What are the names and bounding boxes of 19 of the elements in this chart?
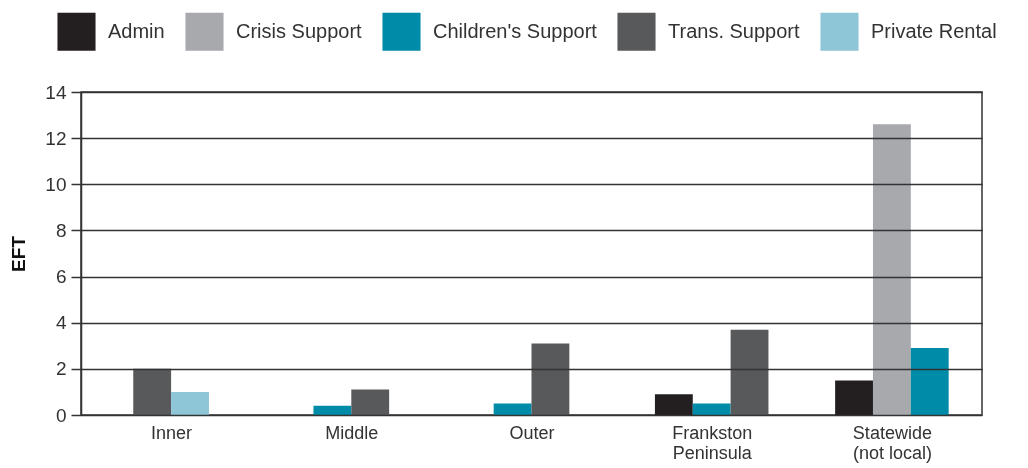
legend-label: Admin — [108, 19, 165, 42]
legend-label: Private Rental — [871, 19, 997, 42]
y-tick-label: 8 — [55, 219, 67, 241]
x-tick-label: Middle — [325, 422, 379, 443]
y-tick-label: 6 — [55, 266, 67, 288]
legend-label: Trans. Support — [668, 19, 800, 42]
y-tick-label: 4 — [55, 312, 67, 334]
y-tick-label: 12 — [45, 127, 67, 149]
legend-label: Crisis Support — [236, 19, 363, 42]
x-tick-label: Inner — [151, 422, 193, 443]
y-axis-title: EFT — [8, 235, 30, 272]
y-tick-label: 14 — [45, 81, 67, 103]
y-tick-label: 10 — [45, 173, 67, 195]
x-tick-label: Outer — [509, 422, 555, 443]
y-tick-label: 2 — [55, 358, 67, 380]
y-tick-label: 0 — [55, 404, 67, 426]
x-tick-label: Frankston Peninsula — [672, 422, 753, 463]
legend-label: Children's Support — [433, 19, 598, 42]
x-tick-label: Statewide (not local) — [852, 422, 932, 463]
